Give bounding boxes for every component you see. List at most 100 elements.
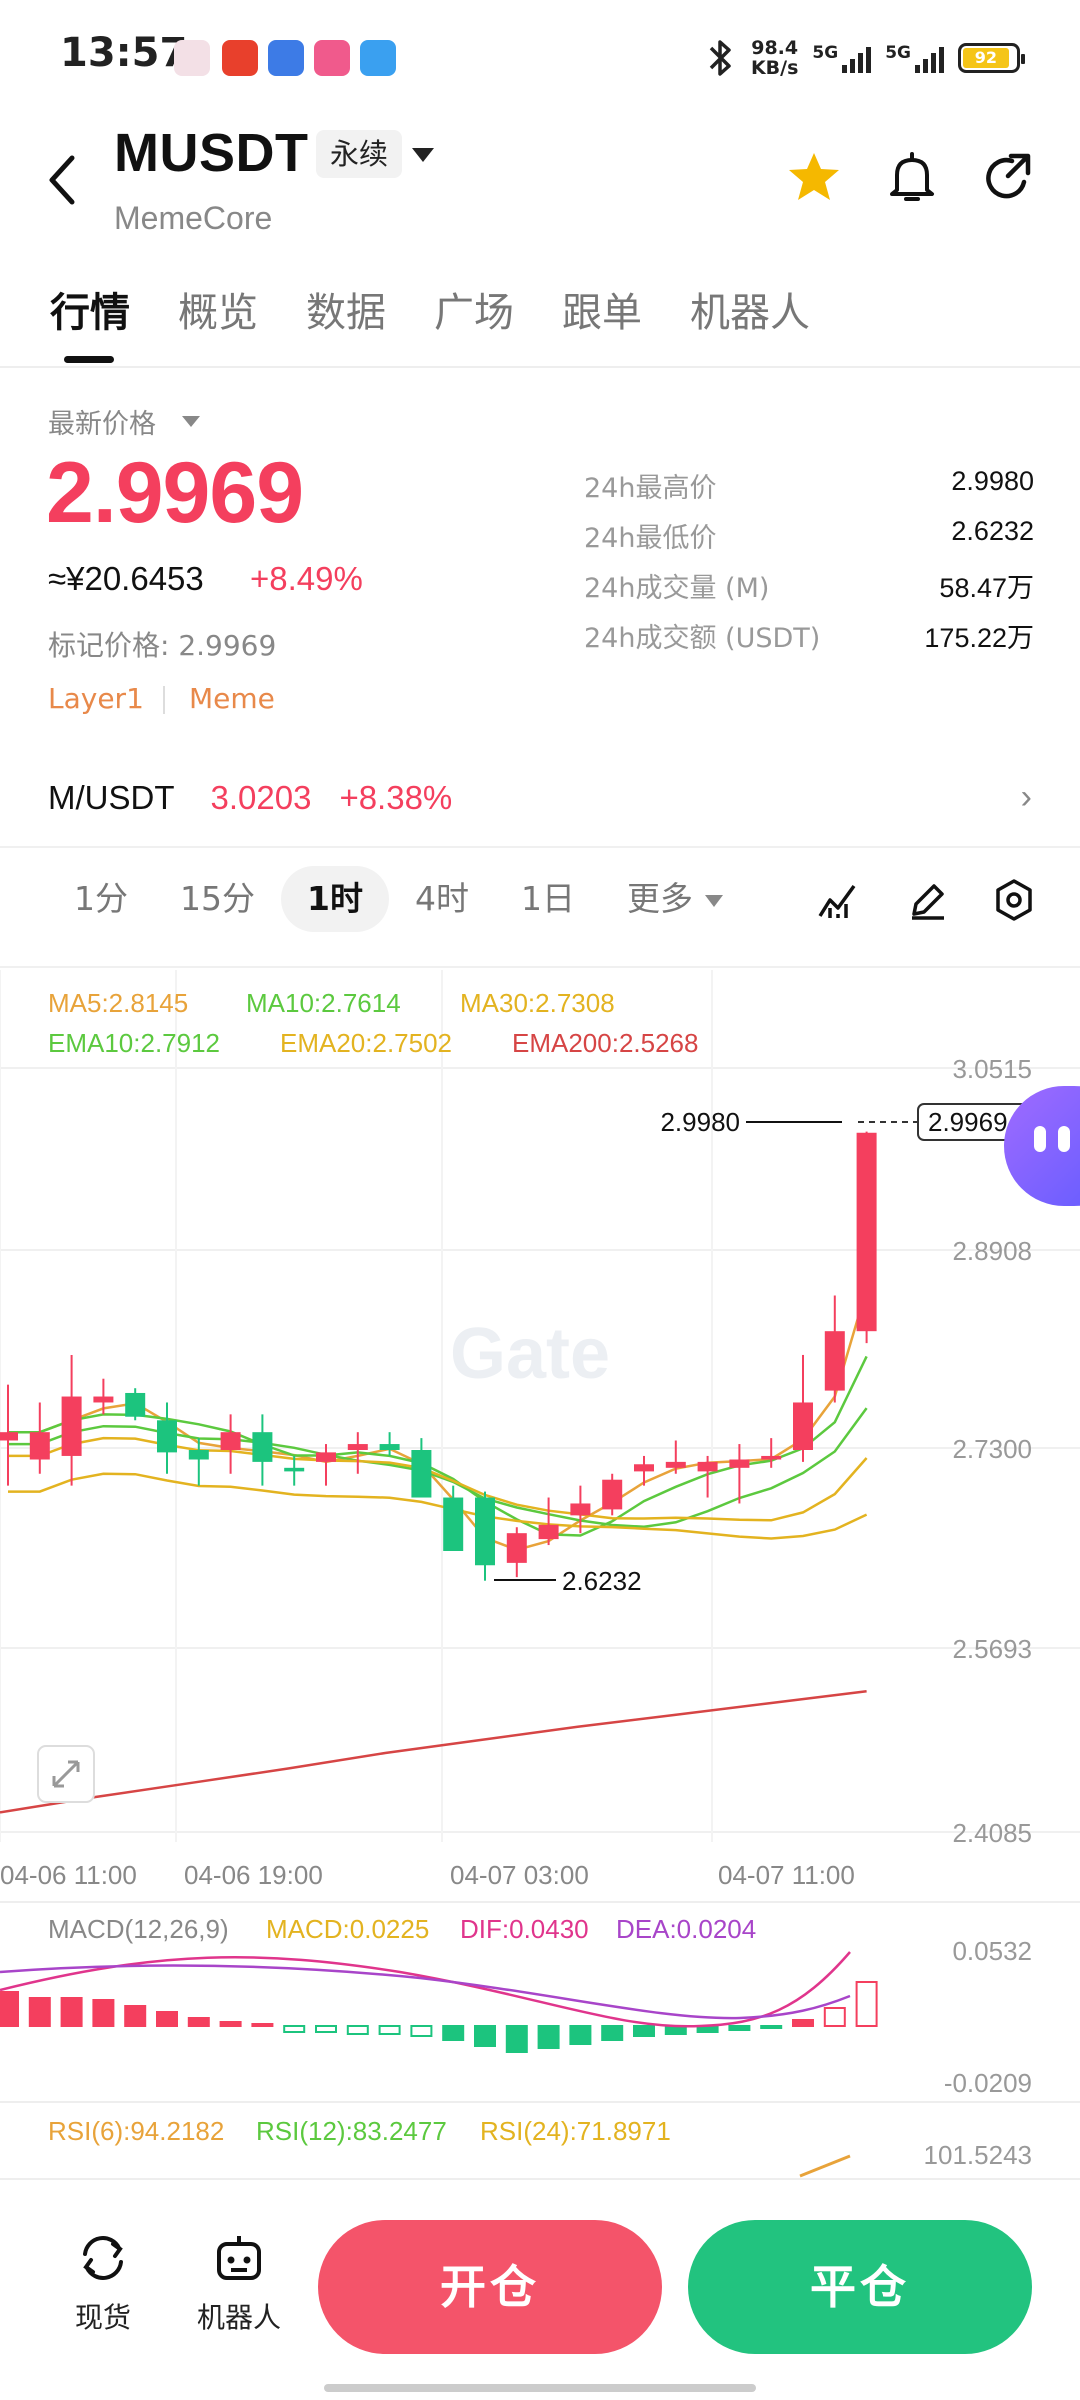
app-notification-icon [360,40,396,76]
interval-selector: 1分 15分 1时 4时 1日 更多 [48,866,749,932]
tab-bot[interactable]: 机器人 [690,290,810,336]
candle-body [29,1432,50,1460]
candle-body [252,1432,273,1462]
tab-overview[interactable]: 概览 [178,290,258,336]
caret-down-icon[interactable] [412,148,434,162]
spot-button[interactable]: 现货 [48,2230,158,2336]
network-speed: 98.4 KB/s [750,37,799,79]
divider [0,366,1080,368]
macd-bar [537,2025,560,2049]
symbol-title[interactable]: MUSDT [114,123,309,183]
candle-body [157,1420,177,1453]
settings-icon[interactable] [992,878,1036,922]
draw-pencil-icon[interactable] [906,878,950,922]
home-indicator[interactable] [324,2384,756,2392]
kline-chart[interactable]: Gate MA5:2.8145 MA10:2.7614 MA30:2.7308 … [0,970,1080,2184]
macd-bar [760,2025,783,2029]
bell-icon[interactable] [882,148,942,208]
tab-square[interactable]: 广场 [434,290,514,336]
interval-4h[interactable]: 4时 [414,879,469,918]
indicator-icon[interactable] [816,878,860,922]
latest-price-label[interactable]: 最新价格 [48,409,156,440]
last-price: 2.9969 [46,445,304,541]
rsi24-value: RSI(24):71.8971 [480,2116,671,2146]
caret-down-icon[interactable] [182,416,200,427]
bot-button[interactable]: 机器人 [184,2230,294,2336]
spot-market-row[interactable]: M/USDT 3.0203 +8.38% › [48,778,1032,817]
signal-sim1-icon: 5G [812,43,872,73]
chevron-right-icon: › [1020,778,1032,816]
macd-value: MACD:0.0225 [266,1914,429,1944]
rsi-line [799,2154,851,2178]
rsi-legend: RSI(6):94.2182 RSI(12):83.2477 RSI(24):7… [48,2116,1032,2170]
candle-body [93,1396,114,1403]
macd-bar [60,1997,83,2027]
ema200-line [0,1689,867,1814]
price-tick: 2.8908 [952,1236,1032,1266]
stat-high: 24h最高价 2.9980 [584,466,1034,504]
time-tick: 04-07 03:00 [450,1860,589,1890]
candle-body [665,1461,686,1468]
candle-body [347,1444,368,1450]
candle-body [443,1497,464,1551]
macd-bar [0,1991,19,2027]
dea-line [0,1964,851,2020]
tab-data[interactable]: 数据 [306,290,386,336]
rsi6-value: RSI(6):94.2182 [48,2116,224,2146]
tag-layer1[interactable]: Layer1 [48,682,144,715]
macd-legend: MACD(12,26,9) MACD:0.0225 DIF:0.0430 DEA… [48,1914,1032,2098]
legend-ema20: EMA20:2.7502 [280,1028,452,1058]
price-tick: 3.0515 [952,1054,1032,1084]
rsi-tick: 101.5243 [924,2140,1032,2170]
macd-bar [315,2025,337,2033]
last-price-label: 2.9969 [928,1107,1008,1137]
interval-more[interactable]: 更多 [601,866,749,932]
candle-body [506,1533,527,1563]
signal-sim2-icon: 5G [885,43,944,73]
macd-bar [346,2025,369,2035]
interval-1m[interactable]: 1分 [74,879,128,918]
macd-bar [28,1997,51,2027]
contract-type-badge[interactable]: 永续 [316,130,403,178]
app-notification-icon [222,40,258,76]
star-icon[interactable] [784,148,844,208]
macd-tick: -0.0209 [944,2068,1032,2098]
candle-body [61,1396,82,1456]
share-icon[interactable] [978,148,1038,208]
legend-ma30: MA30:2.7308 [460,988,615,1018]
candle-body [856,1132,877,1332]
tag-meme[interactable]: Meme [189,682,275,715]
status-time: 13:57 [60,30,188,76]
tab-copy-trade[interactable]: 跟单 [562,290,642,336]
macd-bar [187,2017,210,2027]
interval-15m[interactable]: 15分 [180,879,255,918]
interval-1d[interactable]: 1日 [520,879,575,918]
interval-1h[interactable]: 1时 [281,866,389,932]
ma5-line [8,1288,868,1552]
macd-tick: 0.0532 [952,1936,1032,1966]
macd-bar [569,2025,592,2045]
price-tick: 2.7300 [952,1434,1032,1464]
candle-body [316,1452,336,1462]
macd-bar [601,2025,624,2041]
robot-icon [217,2236,261,2280]
spot-symbol: M/USDT [48,778,175,816]
back-icon[interactable] [44,150,84,210]
macd-bar [855,1981,878,2027]
chart-grid [0,970,1080,1842]
candle-body [284,1467,305,1472]
candle-body [379,1444,400,1450]
swap-icon [83,2236,123,2280]
legend-ma5: MA5:2.8145 [48,988,188,1018]
divider [163,686,165,714]
close-position-button[interactable]: 平仓 [688,2220,1032,2354]
macd-bar [442,2025,465,2041]
macd-title: MACD(12,26,9) [48,1914,229,1944]
ma10-line [8,1355,868,1537]
candle-body [697,1461,718,1472]
main-tabs: 行情 概览 数据 广场 跟单 机器人 [50,280,810,338]
ema10-line [8,1407,868,1529]
open-position-button[interactable]: 开仓 [318,2220,662,2354]
high-marker-label: 2.9980 [660,1107,740,1137]
tab-market[interactable]: 行情 [50,290,130,336]
